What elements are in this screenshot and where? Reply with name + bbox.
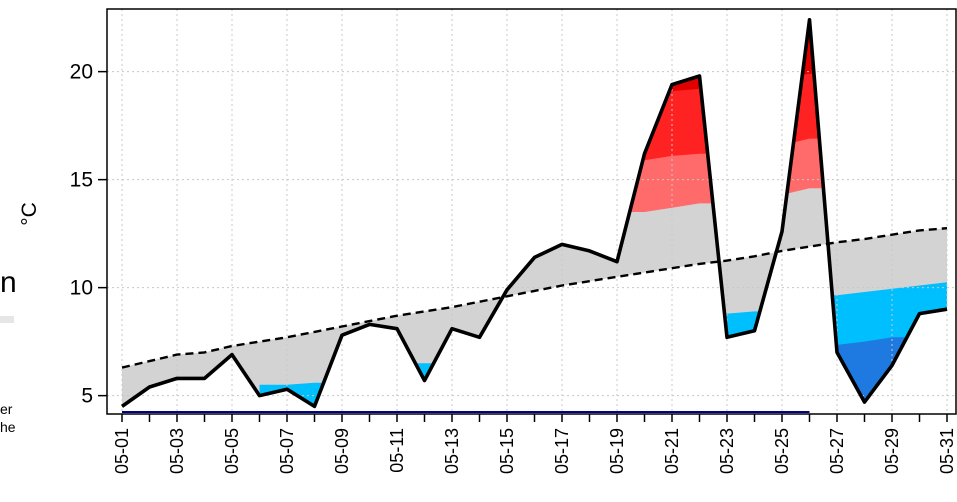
x-tick-label: 05-01 xyxy=(112,428,132,474)
x-tick-label: 05-13 xyxy=(442,428,462,474)
y-axis: 5 10 15 20 xyxy=(70,61,107,408)
x-tick-label: 05-09 xyxy=(332,428,352,474)
band-hot-2 xyxy=(672,76,700,156)
y-axis-label: °C xyxy=(18,202,41,226)
cropped-text-fragment: he xyxy=(0,419,16,435)
band-normal-cool xyxy=(452,301,480,338)
band-normal-cool xyxy=(177,352,205,379)
y-tick-label: 15 xyxy=(70,169,93,192)
x-tick-label: 05-11 xyxy=(387,428,407,473)
x-tick-label: 05-25 xyxy=(772,428,792,474)
y-tick-label: 20 xyxy=(70,61,93,84)
climatology-line xyxy=(121,227,948,369)
plot-border xyxy=(106,8,957,415)
cropped-text-fragment: n xyxy=(0,266,17,299)
band-normal-cool xyxy=(232,341,260,396)
y-tick-label: 10 xyxy=(70,277,93,300)
band-cold-2 xyxy=(864,337,892,403)
band-normal-cool xyxy=(122,361,150,407)
y-tick-label: 5 xyxy=(81,385,93,408)
band-cold-1 xyxy=(919,282,947,314)
band-normal-warm xyxy=(589,250,617,282)
x-tick-label: 05-07 xyxy=(277,428,297,474)
x-tick-label: 05-05 xyxy=(222,428,242,474)
grid-lines xyxy=(107,9,957,414)
anomaly-bands xyxy=(122,19,947,407)
cropped-legend-swatch xyxy=(0,316,14,323)
x-tick-label: 05-29 xyxy=(882,428,902,474)
observed-line xyxy=(120,18,948,409)
band-normal-warm xyxy=(562,244,590,286)
x-tick-label: 05-19 xyxy=(607,428,627,474)
x-tick-label: 05-23 xyxy=(717,428,737,474)
cropped-text-fragment: er xyxy=(0,401,13,417)
x-tick-label: 05-31 xyxy=(937,428,957,474)
plot-frame xyxy=(106,8,957,415)
x-tick-label: 05-17 xyxy=(552,428,572,474)
x-tick-label: 05-27 xyxy=(827,428,847,474)
x-tick-label: 05-15 xyxy=(497,428,517,474)
x-tick-label: 05-03 xyxy=(167,428,187,474)
band-normal-cool xyxy=(424,307,452,381)
x-axis: 05-01 05-03 05-05 05-07 05-09 05-11 05-13 05-15… xyxy=(112,414,957,474)
series-lines xyxy=(120,18,948,413)
x-tick-label: 05-21 xyxy=(662,428,682,474)
band-normal-cool xyxy=(259,337,287,396)
